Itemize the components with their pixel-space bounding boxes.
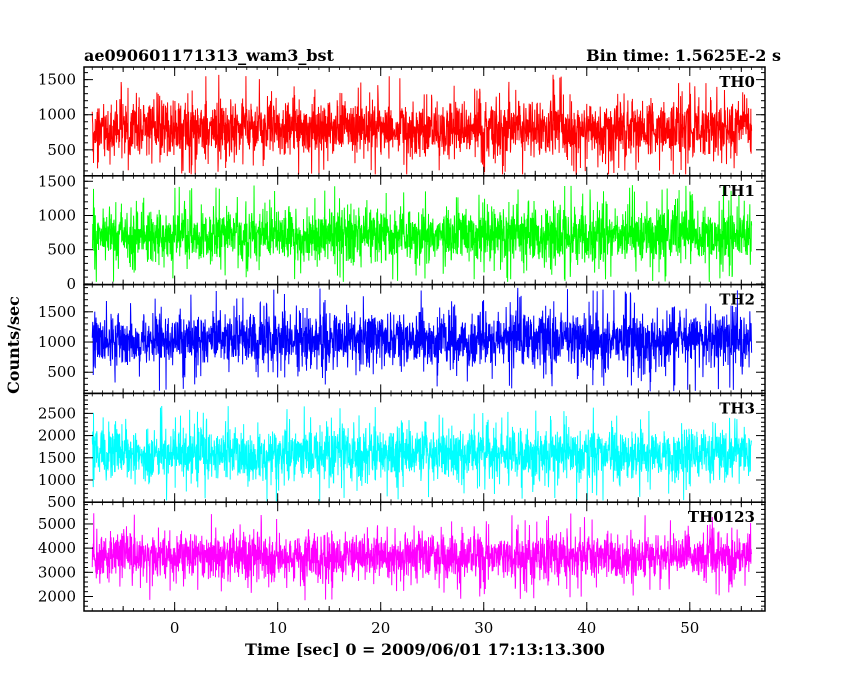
panel-label: TH1 (719, 182, 755, 200)
y-tick-label: 500 (47, 241, 76, 259)
panel-label: TH2 (719, 291, 755, 309)
panel-th0123: 2000 3000 4000 5000 TH0123 (38, 501, 766, 612)
chart-title-left: ae090601171313_wam3_bst (84, 46, 335, 65)
y-tick-label: 1500 (38, 71, 76, 89)
series-line-th0 (91, 74, 753, 175)
y-axis-label: Counts/sec (4, 296, 23, 394)
panel-th1: 0 500 1000 1500 TH1 (38, 172, 766, 293)
y-tick-label: 1500 (38, 303, 76, 321)
y-tick-label: 1500 (38, 449, 76, 467)
y-tick-label: 1000 (38, 333, 76, 351)
y-tick-label: 0 (66, 275, 76, 293)
series-line-th0123 (91, 513, 753, 601)
series-line-th1 (92, 185, 753, 282)
x-axis-label: Time [sec] 0 = 2009/06/01 17:13:13.300 (245, 640, 605, 659)
y-tick-label: 4000 (38, 539, 76, 557)
y-tick-label: 500 (47, 141, 76, 159)
x-tick-label: 0 (170, 619, 180, 637)
x-tick-label: 30 (474, 619, 493, 637)
y-tick-label: 1000 (38, 471, 76, 489)
y-tick-label: 500 (47, 493, 76, 511)
y-tick-label: 1000 (38, 206, 76, 224)
panel-label: TH0 (719, 73, 755, 91)
x-tick-label: 40 (577, 619, 596, 637)
chart-title-right: Bin time: 1.5625E-2 s (586, 46, 781, 65)
x-tick-label: 20 (371, 619, 390, 637)
y-tick-label: 3000 (38, 563, 76, 581)
series-line-th2 (91, 287, 753, 392)
panel-th3: 500 1000 1500 2000 2500 TH3 (38, 392, 766, 511)
panel-th2: 500 1000 1500 TH2 (38, 283, 766, 395)
panel-label: TH0123 (688, 508, 755, 526)
y-tick-label: 500 (47, 363, 76, 381)
series-line-th3 (91, 406, 753, 502)
y-tick-label: 2000 (38, 427, 76, 445)
panel-th0: 500 1000 1500 TH0 (38, 66, 766, 177)
y-tick-label: 2500 (38, 404, 76, 422)
x-tick-label: 10 (268, 619, 287, 637)
x-tick-label: 50 (680, 619, 699, 637)
y-tick-label: 1500 (38, 172, 76, 190)
panel-frame (83, 501, 766, 612)
panel-label: TH3 (719, 399, 755, 417)
y-tick-label: 5000 (38, 515, 76, 533)
y-tick-label: 1000 (38, 106, 76, 124)
y-tick-label: 2000 (38, 587, 76, 605)
